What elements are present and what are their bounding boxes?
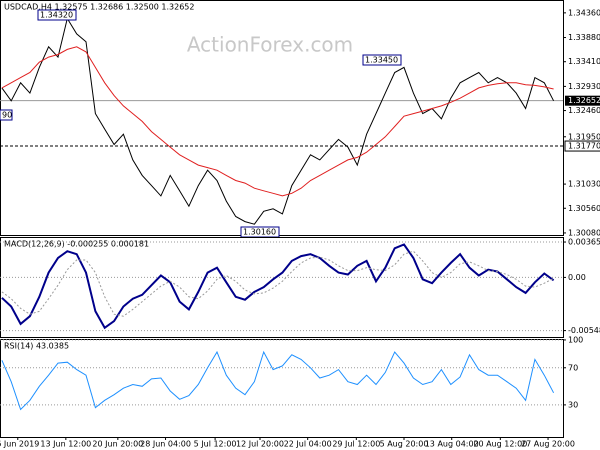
- annotation: 1.33450: [365, 56, 398, 65]
- x-tick-label: 20 Jun 20:00: [92, 440, 143, 449]
- series-line: [1, 46, 554, 197]
- x-tick-label: 27 Aug 20:00: [521, 440, 575, 449]
- x-tick-label: 20 Aug 12:00: [473, 440, 527, 449]
- annotation-box: [37, 9, 77, 21]
- y-tick-label: 0.003651: [568, 238, 600, 247]
- series-line: [1, 17, 555, 225]
- x-tick-label: 22 Jul 04:00: [284, 440, 332, 449]
- panel-title: RSI(14) 43.0385: [4, 342, 69, 351]
- panel-title: MACD(12,26,9) -0.000255 0.000181: [4, 240, 149, 249]
- y-tick-label: 1.30560: [568, 204, 600, 213]
- y-tick-label: 1.34360: [568, 8, 600, 17]
- series-line: [1, 350, 555, 411]
- annotation: 1.34320: [40, 11, 73, 20]
- annotation: 90: [2, 111, 12, 120]
- y-tick-label: 1.33410: [568, 57, 600, 66]
- x-tick-label: 29 Jul 12:00: [332, 440, 380, 449]
- x-tick-label: 5 Aug 20:00: [380, 440, 429, 449]
- x-tick-label: 13 Jun 12:00: [40, 440, 91, 449]
- level-box: [564, 140, 600, 152]
- y-tick-label: 1.33880: [568, 33, 600, 42]
- x-tick-label: 5 Jul 12:00: [194, 440, 237, 449]
- annotation-box: [362, 54, 402, 66]
- annotation-box: [0, 109, 13, 121]
- watermark: ActionForex.com: [187, 33, 353, 57]
- y-tick-label: 100: [568, 335, 583, 344]
- last-price-box: [565, 95, 600, 106]
- y-tick-label: 1.32930: [568, 82, 600, 91]
- y-tick-label: 30: [568, 400, 578, 409]
- y-tick-label: 0.00: [568, 273, 586, 282]
- x-tick-label: 12 Jul 20:00: [236, 440, 284, 449]
- x-tick-label: 13 Aug 04:00: [425, 440, 479, 449]
- series-line: [1, 243, 555, 330]
- y-tick-label: 1.31030: [568, 180, 600, 189]
- y-tick-label: 1.31950: [568, 132, 600, 141]
- x-tick-label: 6 Jun 2019: [0, 440, 39, 449]
- x-tick-label: 28 Jun 04:00: [140, 440, 191, 449]
- y-tick-label: 1.32460: [568, 106, 600, 115]
- panel-title: USDCAD,H4 1.32575 1.32686 1.32500 1.3265…: [4, 3, 194, 12]
- y-tick-label: 70: [568, 363, 578, 372]
- panel-frame: [0, 237, 564, 338]
- level-label: 1.31770: [568, 142, 600, 151]
- annotation: 1.30160: [243, 228, 276, 237]
- y-tick-label: -0.005489: [568, 326, 600, 335]
- y-tick-label: 1.30080: [568, 228, 600, 237]
- last-price-label: 1.32652: [568, 96, 600, 105]
